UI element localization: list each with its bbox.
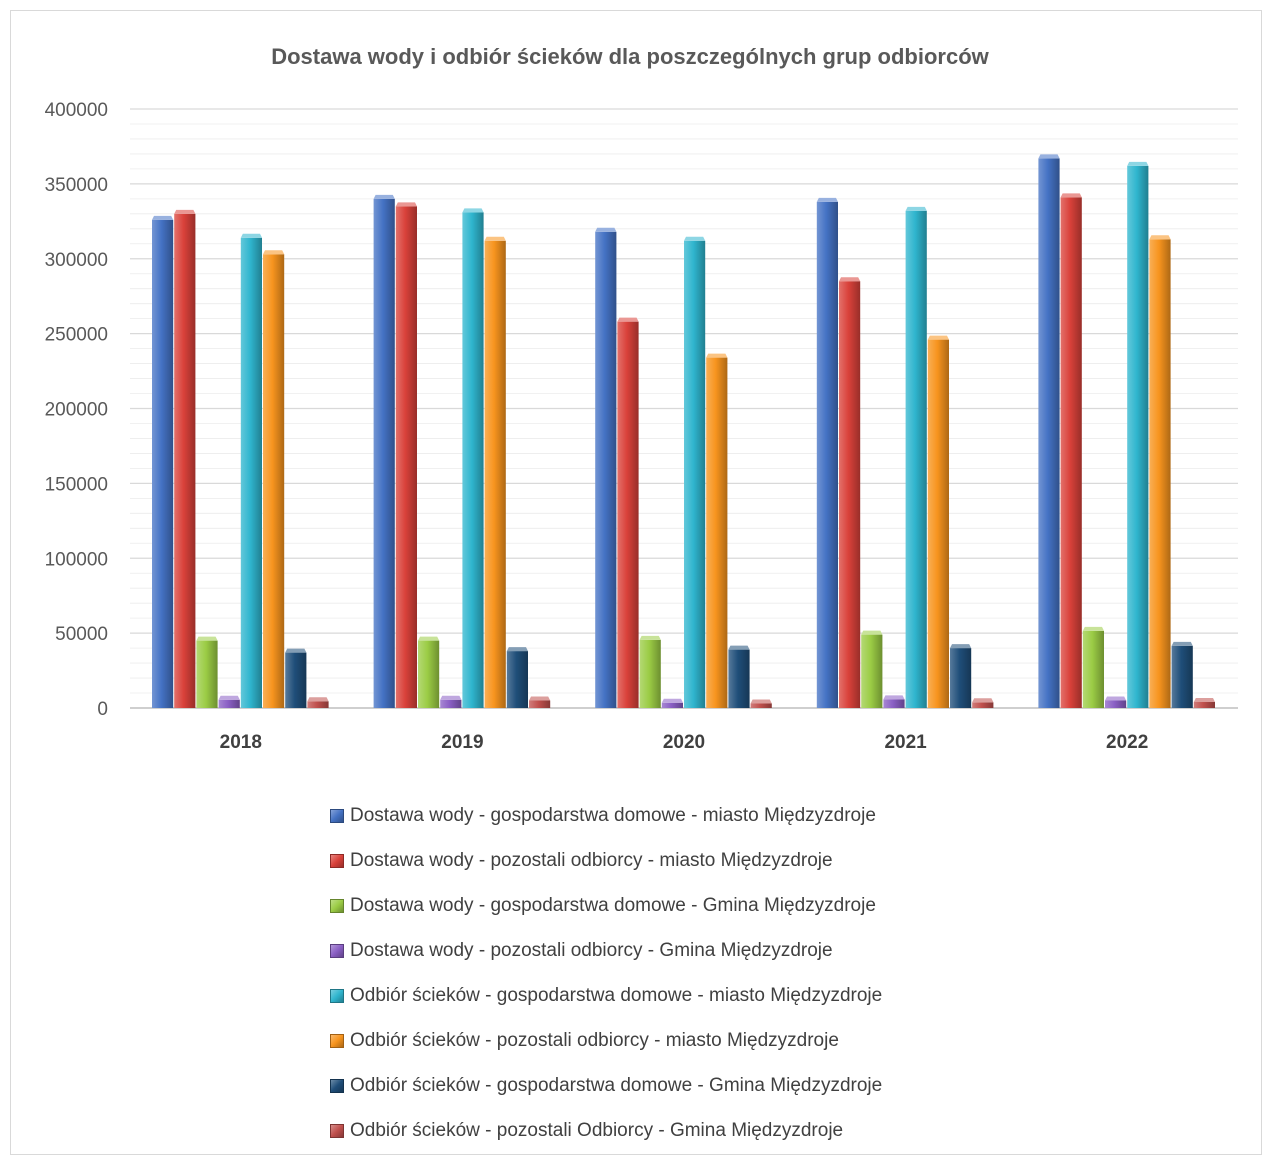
bar: [529, 697, 550, 708]
bar: [861, 631, 882, 708]
bar: [1194, 698, 1215, 708]
legend: Dostawa wody - gospodarstwa domowe - mia…: [330, 793, 1030, 1153]
bar: [396, 202, 417, 708]
chart-title: Dostawa wody i odbiór ścieków dla poszcz…: [271, 44, 989, 69]
legend-swatch: [330, 944, 344, 958]
bar: [1127, 162, 1148, 708]
bar: [174, 210, 195, 708]
bar: [1149, 235, 1170, 708]
bar: [928, 336, 949, 708]
legend-label: Dostawa wody - pozostali odbiorcy - mias…: [350, 850, 833, 872]
bar: [507, 647, 528, 708]
x-tick-label: 2019: [441, 732, 483, 753]
y-tick-label: 250000: [45, 325, 108, 346]
bar: [950, 644, 971, 708]
bar: [1083, 627, 1104, 708]
legend-label: Dostawa wody - pozostali odbiorcy - Gmin…: [350, 940, 833, 962]
y-tick-label: 0: [97, 699, 108, 720]
bar: [595, 228, 616, 708]
bar: [617, 318, 638, 708]
legend-item: Odbiór ścieków - gospodarstwa domowe - m…: [330, 973, 1030, 1018]
bar: [263, 250, 284, 708]
bar: [1061, 193, 1082, 708]
legend-label: Odbiór ścieków - pozostali odbiorcy - mi…: [350, 1030, 839, 1052]
legend-item: Dostawa wody - pozostali odbiorcy - mias…: [330, 838, 1030, 883]
y-tick-label: 400000: [45, 100, 108, 121]
legend-swatch: [330, 989, 344, 1003]
legend-swatch: [330, 1124, 344, 1138]
bar: [1105, 697, 1126, 708]
legend-swatch: [330, 1034, 344, 1048]
legend-swatch: [330, 1079, 344, 1093]
y-tick-label: 350000: [45, 175, 108, 196]
legend-item: Odbiór ścieków - pozostali Odbiorcy - Gm…: [330, 1108, 1030, 1153]
bar: [751, 700, 772, 708]
y-axis-ticks: 0 50000 100000 150000 200000 250000 300000 3500…: [45, 100, 108, 720]
legend-swatch: [330, 899, 344, 913]
bar: [1038, 154, 1059, 708]
bar: [684, 237, 705, 708]
legend-item: Dostawa wody - pozostali odbiorcy - Gmin…: [330, 928, 1030, 973]
bar: [662, 699, 683, 708]
y-tick-label: 200000: [45, 400, 108, 421]
bar: [462, 208, 483, 708]
y-tick-label: 150000: [45, 474, 108, 495]
x-tick-label: 2020: [663, 732, 705, 753]
bar: [972, 698, 993, 708]
bar: [196, 637, 217, 708]
x-tick-label: 2018: [220, 732, 262, 753]
y-tick-label: 100000: [45, 549, 108, 570]
bar: [1172, 642, 1193, 708]
y-tick-label: 50000: [55, 624, 108, 645]
bar: [241, 234, 262, 708]
bar: [883, 695, 904, 708]
bar: [418, 637, 439, 708]
legend-swatch: [330, 854, 344, 868]
legend-label: Dostawa wody - gospodarstwa domowe - Gmi…: [350, 895, 876, 917]
bar: [219, 696, 240, 708]
bar: [285, 649, 306, 708]
legend-label: Odbiór ścieków - gospodarstwa domowe - G…: [350, 1075, 882, 1097]
x-tick-label: 2022: [1106, 732, 1148, 753]
bar: [817, 198, 838, 708]
x-axis-ticks: 2018 2019 2020 2021 2022: [220, 732, 1149, 753]
legend-item: Odbiór ścieków - gospodarstwa domowe - G…: [330, 1063, 1030, 1108]
bar: [728, 646, 749, 708]
bar: [839, 277, 860, 708]
x-tick-label: 2021: [884, 732, 927, 753]
bar: [906, 207, 927, 708]
bar: [152, 216, 173, 708]
bar: [640, 636, 661, 708]
bar: [706, 354, 727, 708]
legend-label: Odbiór ścieków - pozostali Odbiorcy - Gm…: [350, 1120, 843, 1142]
bar: [440, 696, 461, 708]
bar: [307, 697, 328, 708]
bar: [485, 237, 506, 708]
y-tick-label: 300000: [45, 250, 108, 271]
legend-label: Odbiór ścieków - gospodarstwa domowe - m…: [350, 985, 882, 1007]
legend-item: Dostawa wody - gospodarstwa domowe - Gmi…: [330, 883, 1030, 928]
legend-item: Odbiór ścieków - pozostali odbiorcy - mi…: [330, 1018, 1030, 1063]
legend-label: Dostawa wody - gospodarstwa domowe - mia…: [350, 805, 876, 827]
legend-swatch: [330, 809, 344, 823]
bars: [152, 154, 1215, 708]
legend-item: Dostawa wody - gospodarstwa domowe - mia…: [330, 793, 1030, 838]
bar: [374, 195, 395, 708]
